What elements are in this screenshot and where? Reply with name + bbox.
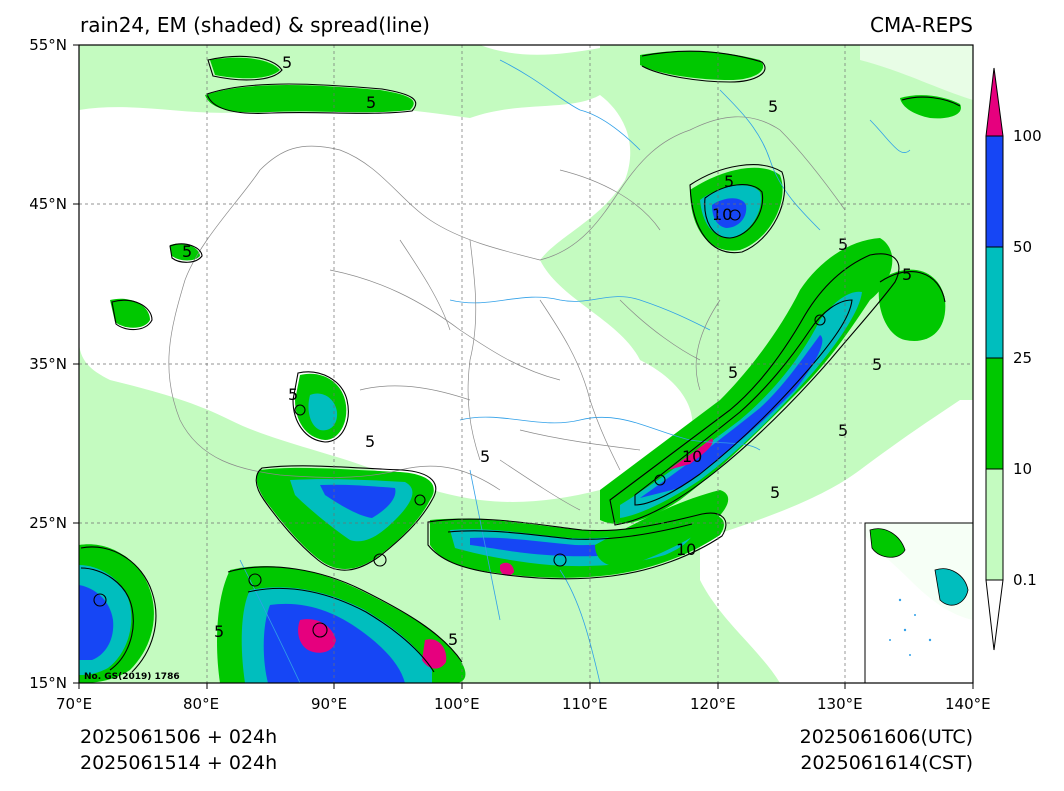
colorbar-label: 25 <box>1013 349 1033 367</box>
map-copyright: No. GS(2019) 1786 <box>84 672 180 682</box>
contour-label: 5 <box>366 93 376 112</box>
colorbar-label: 100 <box>1013 127 1042 145</box>
lat-tick: 25°N <box>29 514 67 532</box>
spread-contours <box>80 50 961 673</box>
colorbar-label: 10 <box>1013 460 1033 478</box>
contour-label: 10 <box>712 205 732 224</box>
colorbar-level-100 <box>985 67 1004 137</box>
contour-label: 5 <box>288 385 298 404</box>
rivers <box>239 59 911 683</box>
lat-tick: 35°N <box>29 355 67 373</box>
lon-tick: 110°E <box>562 695 608 713</box>
lon-tick: 70°E <box>56 695 93 713</box>
colorbar-under <box>985 579 1004 651</box>
colorbar-label: 50 <box>1013 238 1033 256</box>
colorbar-level-10 <box>985 357 1004 470</box>
lon-tick: 130°E <box>817 695 863 713</box>
contour-label: 5 <box>182 242 192 261</box>
contour-label: 5 <box>872 355 882 374</box>
init-time-cst: 2025061514 + 024h <box>80 752 278 774</box>
contour-label: 10 <box>676 540 696 559</box>
colorbar-label: 0.1 <box>1013 571 1037 589</box>
contour-labels: 5 5 5 5 5 5 5 5 5 5 5 5 5 5 5 5 10 10 10 <box>182 53 912 649</box>
map-title: rain24, EM (shaded) & spread(line) <box>80 13 430 37</box>
lat-tick: 55°N <box>29 36 67 54</box>
colorbar-level-50 <box>985 135 1004 248</box>
contour-label: 5 <box>770 483 780 502</box>
contour-label: 5 <box>214 622 224 641</box>
contour-label: 5 <box>448 630 458 649</box>
colorbar-level-0-1 <box>985 468 1004 581</box>
lon-tick: 90°E <box>311 695 348 713</box>
contour-label: 5 <box>282 53 292 72</box>
colorbar-level-25 <box>985 246 1004 359</box>
map-area: 5 5 5 5 5 5 5 5 5 5 5 5 5 5 5 5 10 10 10 <box>79 45 973 683</box>
boundaries <box>168 116 846 511</box>
graticule <box>79 45 973 683</box>
lon-tick: 80°E <box>183 695 220 713</box>
lon-tick: 140°E <box>945 695 991 713</box>
contour-label: 5 <box>838 235 848 254</box>
contour-label: 5 <box>902 265 912 284</box>
contour-label: 5 <box>728 363 738 382</box>
tick-marks <box>73 44 974 689</box>
contour-label: 5 <box>480 447 490 466</box>
valid-time-cst: 2025061614(CST) <box>800 752 973 774</box>
colorbar <box>985 67 1004 651</box>
contour-label: 5 <box>768 97 778 116</box>
lon-tick: 100°E <box>434 695 480 713</box>
init-time-utc: 2025061506 + 024h <box>80 726 278 748</box>
lon-tick: 120°E <box>690 695 736 713</box>
contour-label: 5 <box>724 172 734 191</box>
contour-label: 5 <box>365 432 375 451</box>
valid-time-utc: 2025061606(UTC) <box>799 726 973 748</box>
lat-tick: 15°N <box>29 674 67 692</box>
contour-label: 5 <box>838 421 848 440</box>
lat-tick: 45°N <box>29 195 67 213</box>
model-name: CMA-REPS <box>870 13 973 37</box>
contour-label: 10 <box>682 447 702 466</box>
